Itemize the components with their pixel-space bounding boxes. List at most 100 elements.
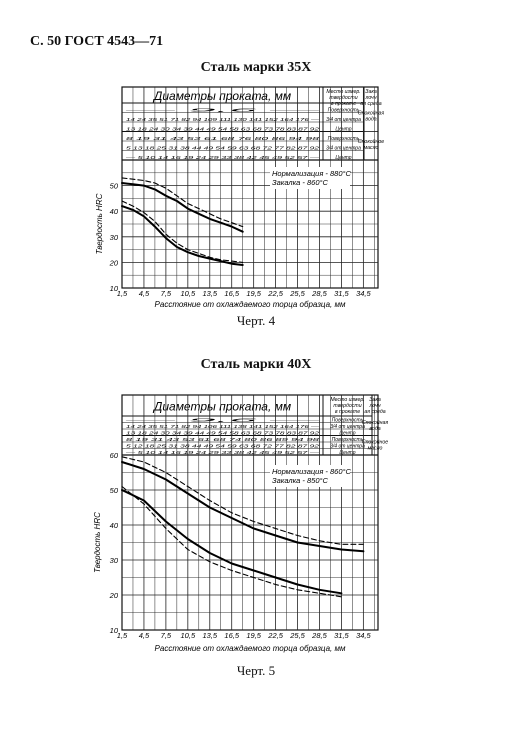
- c0-y-tick-label: 40: [110, 207, 119, 216]
- c1-legend-entry: Закалка - 850°C: [272, 476, 329, 485]
- c0-col-medium-label-1: лочн: [364, 95, 376, 101]
- c0-col-medium-label-0: Зака: [365, 89, 377, 95]
- c0-row-values-4: 5 13 18 25 31 38 44 49 54 59 63 68 72 77…: [126, 145, 320, 150]
- c1-row-values-0: — 9,6 —: [115, 417, 326, 422]
- c1-col-medium-label-0: Зака: [369, 397, 381, 403]
- c0-x-tick-label: 7,5: [161, 289, 172, 298]
- c1-col-location-label-1: твердости: [333, 403, 361, 409]
- c0-x-tick-label: 1,5: [117, 289, 128, 298]
- c0-x-tick-label: 25,5: [289, 289, 305, 298]
- c0-x-tick-label: 28,5: [311, 289, 327, 298]
- c1-row-medium-1-0: Спокойное: [362, 438, 388, 445]
- c0-col-location-label-2: в прокате: [331, 101, 356, 107]
- c0-frame: [121, 86, 379, 289]
- c0-legend-bg: [270, 167, 350, 189]
- c1-frame: [121, 394, 379, 631]
- c1-row-medium-0-0: Спокойная: [362, 419, 388, 426]
- caption-chart-5: Черт. 5: [236, 663, 276, 678]
- c0-row-location-4: 3/4 от центра: [326, 145, 361, 151]
- c0-series-line-3: [121, 200, 244, 263]
- c1-x-tick-label: 4,5: [139, 631, 150, 640]
- c0-row-values-5: — 5 10 14 16 19 24 29 33 38 42 45 49 52 …: [124, 155, 320, 160]
- c1-y-tick-label: 40: [110, 521, 119, 530]
- c0-x-axis-label: Расстояние от охлаждаемого торца образца…: [155, 300, 346, 309]
- c1-x-tick-label: 25,5: [289, 631, 305, 640]
- c1-series-line-2: [121, 489, 343, 595]
- c1-legend-bg: [270, 465, 350, 487]
- c0-x-tick-label: 4,5: [139, 289, 150, 298]
- chart-title-40x: Сталь марки 40Х: [200, 357, 312, 372]
- c0-row-medium-1-0: Спокойное: [358, 138, 384, 145]
- c0-x-tick-label: 31,5: [334, 289, 349, 298]
- c1-row-location-4: 3/4 от центра: [330, 443, 365, 449]
- c1-x-tick-label: 1,5: [117, 631, 128, 640]
- c0-row-values-0: — 9,6 —: [115, 107, 323, 112]
- c1-x-tick-label: 34,5: [356, 631, 371, 640]
- c1-table-title: Диаметры проката, мм: [152, 400, 291, 414]
- c1-row-location-2: Центр: [339, 430, 355, 436]
- c1-col-location-label-0: Место измер.: [330, 397, 364, 403]
- c0-y-tick-label: 30: [110, 233, 119, 242]
- c1-y-tick-label: 60: [110, 451, 119, 460]
- c1-x-tick-label: 31,5: [334, 631, 349, 640]
- c0-col-medium-label-2: ая среда: [360, 101, 381, 107]
- c0-x-tick-label: 34,5: [356, 289, 371, 298]
- c0-row-location-0: Поверхность: [328, 107, 360, 113]
- c1-y-tick-label: 10: [110, 626, 119, 635]
- chart-title-35x: Сталь марки 35Х: [200, 60, 312, 75]
- page-header: С. 50 ГОСТ 4543—71: [30, 34, 164, 49]
- c0-col-location-label-0: Место измер.: [326, 89, 360, 95]
- c1-series-line-0: [121, 461, 365, 553]
- c1-x-tick-label: 13,5: [202, 631, 217, 640]
- c1-row-location-5: Центр: [339, 450, 355, 456]
- c0-x-tick-label: 10,5: [181, 289, 196, 298]
- c1-col-location-label-2: в прокате: [335, 409, 360, 415]
- c1-row-location-0: Поверхность: [332, 417, 364, 423]
- c0-y-axis-label: Твердость HRC: [95, 193, 104, 254]
- c1-row-medium-0-1: вода: [369, 426, 380, 432]
- c1-row-location-1: 3/4 от центра: [330, 424, 365, 430]
- c0-legend-entry: Нормализация - 880°C: [272, 169, 352, 178]
- c1-x-tick-label: 10,5: [181, 631, 196, 640]
- c0-row-medium-1-1: масло: [364, 145, 379, 151]
- caption-chart-4: Черт. 4: [236, 313, 276, 328]
- c1-row-location-3: Поверхность: [332, 437, 364, 443]
- c0-row-location-5: Центр: [335, 155, 351, 161]
- c0-row-medium-0-1: вода: [365, 116, 376, 122]
- c0-row-location-3: Поверхность: [328, 136, 360, 142]
- c1-row-values-5: — 5 10 14 16 19 24 29 33 38 42 45 49 52 …: [124, 450, 320, 455]
- c0-y-tick-label: 20: [109, 258, 119, 267]
- c0-series-line-2: [121, 205, 244, 266]
- c0-row-values-2: 13 18 24 30 34 39 44 49 54 58 63 68 73 7…: [126, 126, 320, 131]
- c1-x-tick-label: 28,5: [311, 631, 327, 640]
- c0-series-line-0: [121, 182, 244, 233]
- c1-series-line-3: [121, 485, 342, 598]
- c0-col-location-label-1: твердости: [329, 95, 357, 101]
- c0-legend-entry: Закалка - 860°C: [272, 178, 329, 187]
- c0-row-location-1: 3/4 от центра: [326, 117, 361, 123]
- c0-series-line-1: [121, 177, 244, 228]
- c1-x-axis-label: Расстояние от охлаждаемого торца образца…: [155, 644, 346, 653]
- c1-series-line-1: [121, 456, 364, 545]
- c1-x-tick-label: 7,5: [161, 631, 172, 640]
- c0-row-values-1: 14 24 35 51 71 82 94 109 111 130 141 152…: [126, 117, 320, 122]
- c0-y-tick-label: 10: [110, 284, 119, 293]
- c1-row-values-1: 14 24 35 51 71 82 94 106 111 138 141 152…: [126, 424, 320, 429]
- c1-col-medium-label-2: ая среда: [364, 409, 385, 415]
- c1-y-axis-label: Твердость HRC: [93, 512, 102, 573]
- c1-y-tick-label: 30: [110, 556, 119, 565]
- c0-row-location-2: Центр: [335, 126, 351, 132]
- c1-x-tick-label: 19,5: [246, 631, 261, 640]
- c0-x-tick-label: 19,5: [246, 289, 261, 298]
- c0-y-tick-label: 50: [110, 182, 119, 191]
- c1-x-tick-label: 22,5: [267, 631, 283, 640]
- c1-row-values-4: 5 12 18 25 31 38 44 49 54 59 63 68 72 77…: [126, 443, 320, 448]
- c1-y-tick-label: 20: [109, 591, 119, 600]
- c0-x-tick-label: 16,5: [224, 289, 239, 298]
- c0-x-tick-label: 22,5: [267, 289, 283, 298]
- c1-y-tick-label: 50: [110, 486, 119, 495]
- c0-row-values-3: 8 19 31 43 53 61 68 76 80 86 94 98: [126, 136, 320, 141]
- c0-x-tick-label: 13,5: [202, 289, 217, 298]
- c1-row-values-3: 8 19 31 43 53 61 68 74 80 86 89 94 98: [126, 437, 320, 442]
